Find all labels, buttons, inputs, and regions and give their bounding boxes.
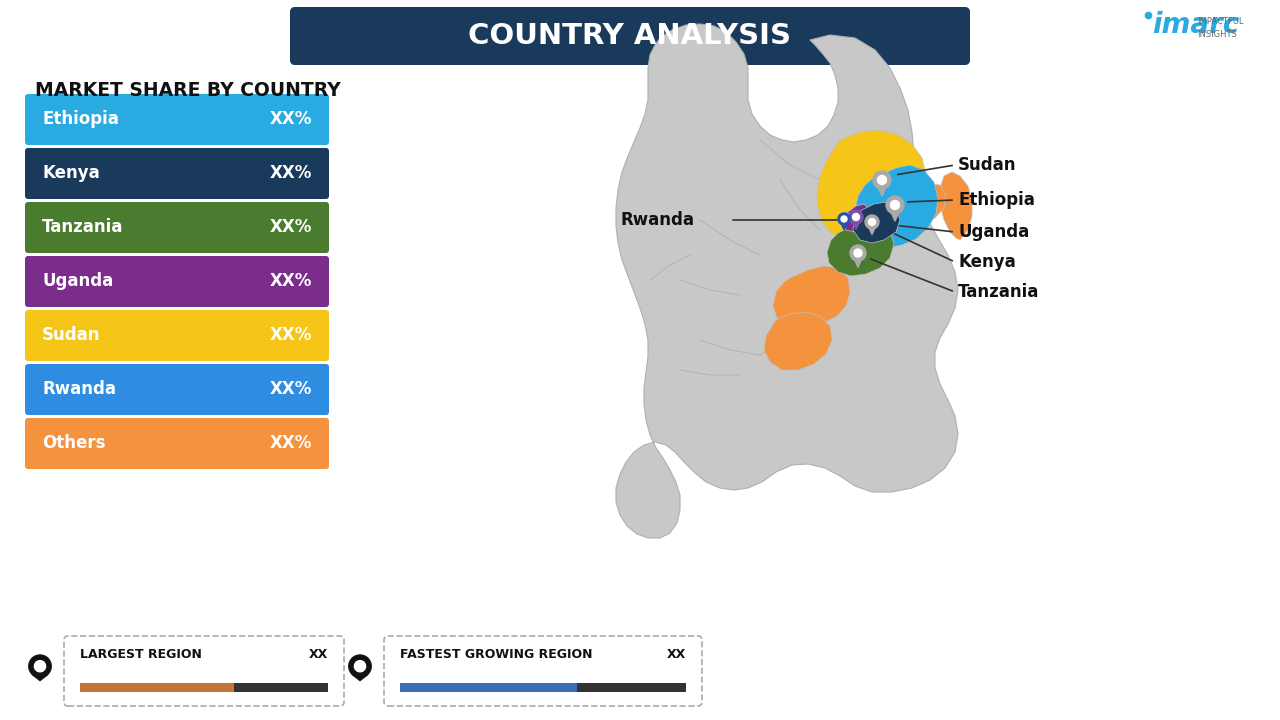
Text: Kenya: Kenya: [42, 164, 100, 182]
Text: Kenya: Kenya: [957, 253, 1016, 271]
Polygon shape: [773, 266, 850, 328]
FancyBboxPatch shape: [577, 683, 686, 692]
Polygon shape: [764, 312, 832, 370]
Polygon shape: [876, 181, 888, 197]
Circle shape: [849, 210, 863, 224]
Text: XX%: XX%: [270, 218, 312, 236]
Text: Tanzania: Tanzania: [42, 218, 123, 236]
FancyBboxPatch shape: [26, 148, 329, 199]
Polygon shape: [32, 674, 49, 680]
Circle shape: [865, 215, 879, 229]
Polygon shape: [852, 202, 900, 243]
Circle shape: [838, 213, 850, 225]
Text: XX: XX: [667, 647, 686, 660]
Text: XX%: XX%: [270, 434, 312, 452]
Polygon shape: [851, 218, 861, 230]
Circle shape: [873, 171, 891, 189]
Polygon shape: [888, 207, 901, 221]
Polygon shape: [855, 165, 938, 248]
Circle shape: [878, 176, 887, 184]
Circle shape: [841, 216, 847, 222]
FancyBboxPatch shape: [26, 202, 329, 253]
Text: MARKET SHARE BY COUNTRY: MARKET SHARE BY COUNTRY: [35, 81, 340, 99]
Text: Rwanda: Rwanda: [620, 211, 694, 229]
FancyBboxPatch shape: [79, 683, 234, 692]
Circle shape: [28, 655, 51, 678]
Text: Ethiopia: Ethiopia: [42, 110, 119, 128]
Circle shape: [869, 218, 876, 225]
Text: XX%: XX%: [270, 164, 312, 182]
Text: Uganda: Uganda: [42, 272, 113, 290]
Text: Rwanda: Rwanda: [42, 380, 116, 398]
Text: XX%: XX%: [270, 272, 312, 290]
FancyBboxPatch shape: [26, 364, 329, 415]
Polygon shape: [616, 24, 957, 538]
Text: XX%: XX%: [270, 380, 312, 398]
Circle shape: [355, 661, 366, 672]
Text: LARGEST REGION: LARGEST REGION: [79, 647, 202, 660]
Polygon shape: [827, 222, 893, 276]
Text: XX: XX: [308, 647, 328, 660]
FancyBboxPatch shape: [26, 94, 329, 145]
Text: Sudan: Sudan: [957, 156, 1016, 174]
FancyBboxPatch shape: [26, 310, 329, 361]
Polygon shape: [840, 220, 849, 230]
Polygon shape: [867, 223, 877, 235]
Text: Sudan: Sudan: [42, 326, 101, 344]
Text: imarc: imarc: [1152, 11, 1239, 39]
Text: Ethiopia: Ethiopia: [957, 191, 1034, 209]
Polygon shape: [817, 130, 925, 242]
Circle shape: [850, 245, 867, 261]
Circle shape: [348, 655, 371, 678]
Circle shape: [891, 200, 900, 210]
Circle shape: [852, 214, 859, 220]
Polygon shape: [352, 674, 369, 680]
Text: FASTEST GROWING REGION: FASTEST GROWING REGION: [399, 647, 593, 660]
Text: Uganda: Uganda: [957, 223, 1029, 241]
Text: IMPACTFUL
INSIGHTS: IMPACTFUL INSIGHTS: [1197, 17, 1243, 39]
Polygon shape: [852, 255, 864, 267]
Text: XX%: XX%: [270, 326, 312, 344]
Text: COUNTRY ANALYSIS: COUNTRY ANALYSIS: [468, 22, 791, 50]
FancyBboxPatch shape: [26, 256, 329, 307]
FancyBboxPatch shape: [234, 683, 328, 692]
Circle shape: [886, 196, 904, 214]
FancyBboxPatch shape: [26, 418, 329, 469]
Polygon shape: [841, 204, 870, 232]
Circle shape: [35, 661, 46, 672]
Polygon shape: [916, 184, 946, 222]
Text: XX%: XX%: [270, 110, 312, 128]
Text: Others: Others: [42, 434, 105, 452]
FancyBboxPatch shape: [399, 683, 577, 692]
Circle shape: [854, 249, 861, 257]
Polygon shape: [838, 212, 850, 225]
Text: Tanzania: Tanzania: [957, 283, 1039, 301]
Polygon shape: [940, 172, 972, 240]
FancyBboxPatch shape: [291, 7, 970, 65]
